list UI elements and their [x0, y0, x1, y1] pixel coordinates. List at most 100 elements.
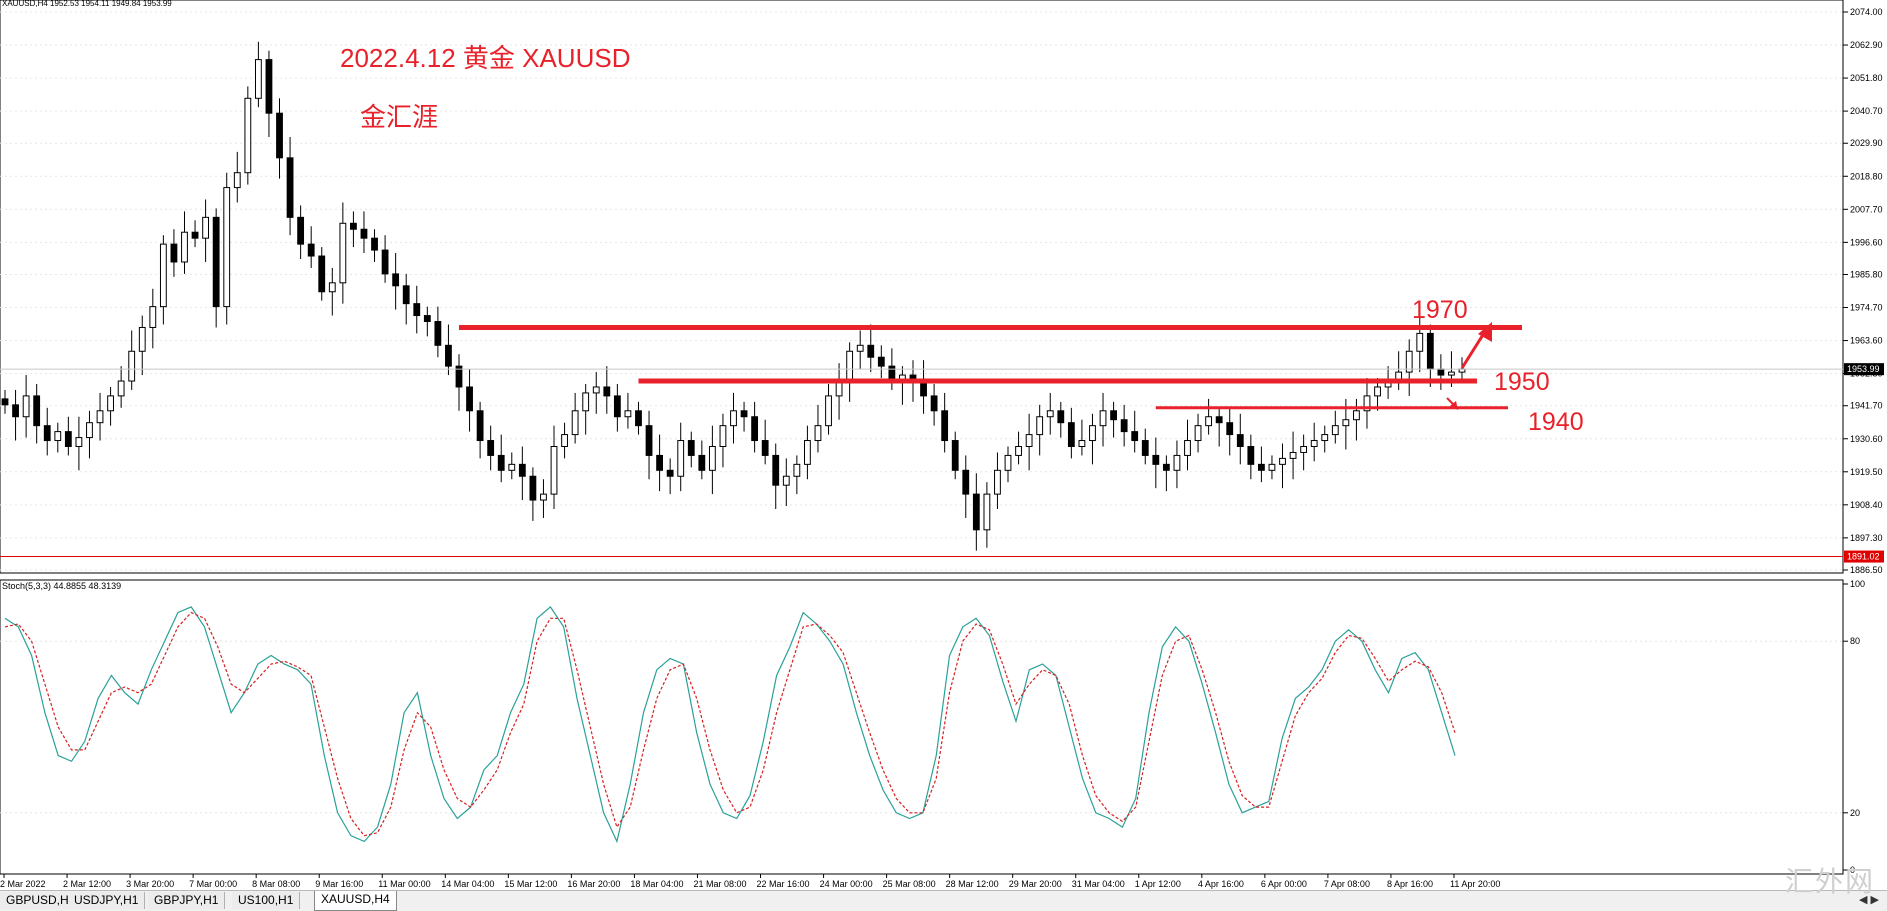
- tab-gbpjpy-h1[interactable]: GBPJPY,H1: [148, 892, 226, 909]
- candle: [117, 366, 125, 408]
- candle: [1194, 413, 1202, 453]
- candle-body-bear: [191, 231, 199, 239]
- candle-body-bull: [550, 445, 558, 495]
- candle: [962, 455, 970, 518]
- time-tick-label: 31 Mar 04:00: [1072, 879, 1125, 889]
- candle-body-bull: [1416, 332, 1424, 352]
- candle: [1162, 455, 1170, 492]
- candle-body-bull: [1194, 425, 1202, 442]
- candle: [635, 401, 642, 435]
- candle-body-bull: [1331, 425, 1339, 436]
- candle-body-bear: [64, 431, 72, 447]
- scroll-left-icon[interactable]: ◀: [1859, 894, 1868, 906]
- candle-body-bull: [1078, 440, 1086, 447]
- candle-body-bear: [772, 454, 780, 486]
- candle-body-bull: [128, 350, 136, 382]
- candle-body-bear: [12, 404, 19, 418]
- candle: [793, 455, 801, 495]
- candle-body-bull: [117, 380, 125, 397]
- price-tick-label: 2051.80: [1850, 73, 1883, 83]
- candle: [476, 401, 484, 459]
- candle: [1353, 398, 1360, 441]
- candle-body-bull: [1321, 434, 1329, 442]
- scroll-right-icon[interactable]: ▶: [1870, 894, 1879, 906]
- candle: [772, 443, 780, 509]
- candle-body-bull: [708, 445, 716, 471]
- candle: [212, 208, 220, 328]
- candle-body-bull: [54, 431, 62, 442]
- tab-gbpusd-h4[interactable]: GBPUSD,H4: [0, 892, 83, 909]
- candle: [233, 151, 241, 203]
- candle: [1405, 339, 1413, 396]
- chart-canvas[interactable]: 2074.00 2062.90 2051.80 2040.70 2029.90 2018.…: [0, 0, 1887, 890]
- candle: [392, 253, 400, 310]
- chart-annotation-title: 2022.4.12 黄金 XAUUSD: [340, 43, 631, 73]
- low-price-badge: [1844, 550, 1884, 563]
- price-tick-label: 1930.60: [1850, 434, 1883, 444]
- tab-us100-h1[interactable]: US100,H1: [232, 892, 301, 909]
- candle: [64, 416, 72, 456]
- candle-body-bull: [1448, 371, 1455, 376]
- tab-xauusd-h4[interactable]: XAUUSD,H4: [314, 891, 397, 911]
- candle-body-bull: [181, 231, 188, 263]
- candle-body-bull: [254, 59, 262, 99]
- time-tick-label: 29 Mar 20:00: [1009, 879, 1062, 889]
- candle: [497, 434, 505, 483]
- candle: [1310, 422, 1318, 462]
- candle-body-bull: [1268, 463, 1276, 471]
- candle-body-bear: [371, 237, 378, 251]
- candle-body-bear: [307, 243, 315, 257]
- candle: [540, 479, 547, 518]
- candle: [1215, 407, 1223, 447]
- candle: [1257, 446, 1265, 483]
- time-tick-label: 16 Mar 20:00: [567, 879, 620, 889]
- candle-body-bear: [413, 303, 421, 317]
- candle-body-bull: [1015, 445, 1022, 456]
- candle: [1184, 419, 1191, 471]
- candle: [75, 416, 83, 471]
- candle-body-bear: [276, 112, 283, 159]
- candle: [286, 136, 294, 236]
- candle: [350, 211, 357, 248]
- price-panel[interactable]: [0, 0, 1844, 574]
- candle-body-bear: [1426, 332, 1434, 370]
- candle: [1141, 428, 1149, 465]
- candle-body-bull: [1310, 440, 1318, 447]
- tab-scroll-arrows[interactable]: ◀ ▶: [1859, 893, 1879, 906]
- tab-usdjpy-h1[interactable]: USDJPY,H1: [68, 892, 146, 909]
- candle-body-bear: [1110, 410, 1117, 421]
- time-axis: 2 Mar 2022 2 Mar 12:00 3 Mar 20:00 7 Mar 00…: [0, 874, 1500, 889]
- candle-body-bear: [466, 386, 473, 412]
- candle-body-bear: [402, 285, 410, 305]
- candle-body-bull: [592, 386, 600, 394]
- candle-body-bull: [1099, 410, 1107, 427]
- candle: [814, 404, 822, 453]
- candle: [1205, 398, 1213, 435]
- candle: [751, 401, 759, 453]
- candle-body-bear: [761, 440, 769, 456]
- candle: [656, 434, 663, 492]
- candle-body-bull: [571, 410, 579, 436]
- candle-body-bull: [1184, 440, 1191, 456]
- candle-body-bear: [1120, 419, 1128, 433]
- stoch-tick-label: 0: [1850, 865, 1855, 875]
- stochastic-panel[interactable]: [0, 579, 1844, 875]
- candle-body-bull: [138, 326, 146, 352]
- candle-body-bull: [223, 187, 231, 308]
- candle-body-bull: [339, 222, 347, 284]
- horizontal-levels: [0, 324, 1843, 558]
- price-tick-label: 1985.80: [1850, 269, 1883, 279]
- candle-body-bull: [233, 172, 241, 189]
- candle: [877, 345, 885, 379]
- candle-body-bull: [159, 243, 167, 308]
- stoch-header: Stoch(5,3,3) 44.8855 48.3139: [2, 581, 121, 591]
- candle: [1226, 407, 1234, 456]
- candle-body-bull: [561, 434, 568, 447]
- candle: [202, 199, 210, 262]
- down-arrow-head: [1450, 401, 1458, 410]
- candle: [1057, 401, 1065, 438]
- candle: [159, 235, 167, 325]
- candle: [318, 247, 326, 301]
- candle: [1173, 440, 1181, 489]
- price-tick-label: 2018.80: [1850, 171, 1883, 181]
